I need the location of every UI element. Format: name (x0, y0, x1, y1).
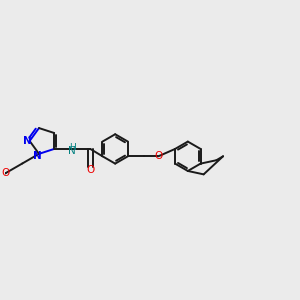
Text: N: N (34, 151, 42, 161)
Text: O: O (86, 165, 94, 175)
Text: N: N (23, 136, 32, 146)
Text: O: O (2, 168, 10, 178)
Text: O: O (154, 151, 163, 161)
Text: N: N (68, 146, 76, 156)
Text: H: H (69, 143, 76, 152)
